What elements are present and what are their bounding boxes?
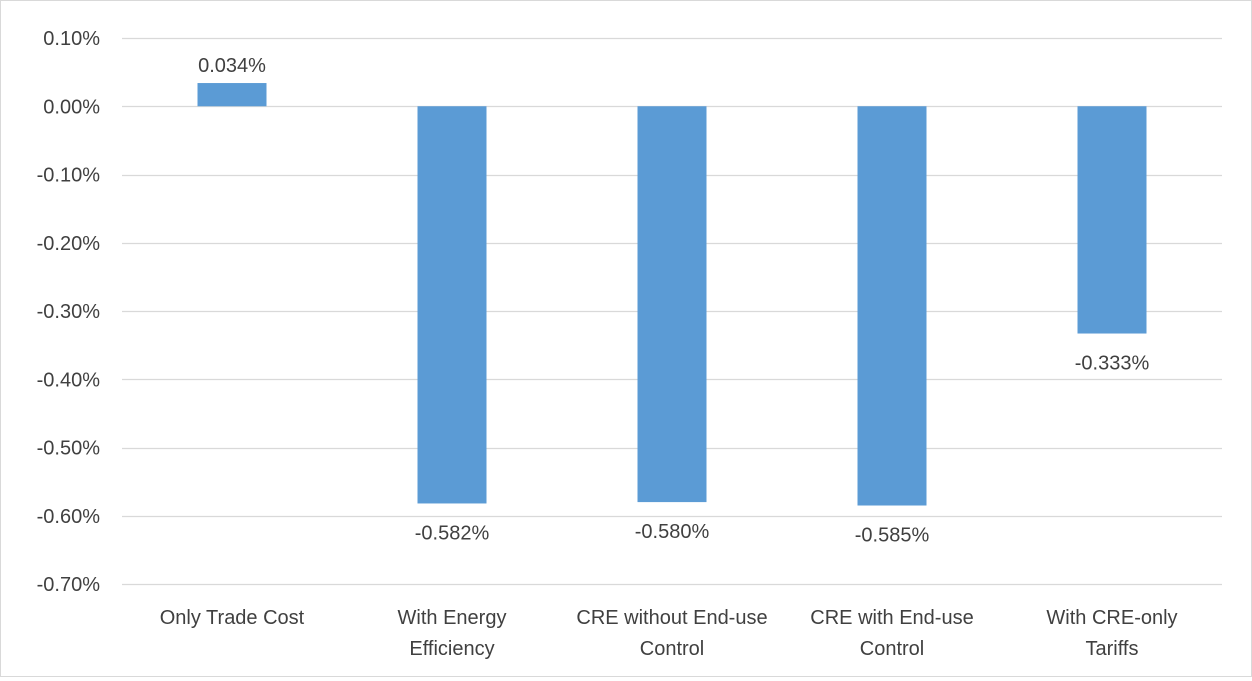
data-label: -0.333%: [1075, 353, 1150, 375]
x-category-label: Control: [640, 638, 704, 660]
x-category-label: Only Trade Cost: [160, 607, 305, 629]
x-axis-category-labels: Only Trade Cost With Energy Efficiency CRE …: [160, 607, 1178, 660]
data-label: -0.585%: [855, 525, 930, 547]
bar: [417, 106, 487, 504]
data-label: -0.582%: [415, 522, 490, 544]
bar: [197, 83, 267, 107]
y-axis-tick-labels: 0.10% 0.00% -0.10% -0.20% -0.30% -0.40% -0.50%…: [37, 28, 101, 596]
y-tick-label: -0.10%: [37, 165, 101, 187]
x-category-label: Efficiency: [409, 638, 494, 660]
y-tick-label: 0.10%: [43, 28, 100, 50]
y-tick-label: -0.60%: [37, 506, 101, 528]
data-label: -0.580%: [635, 521, 710, 543]
data-label: 0.034%: [198, 55, 266, 77]
y-tick-label: -0.30%: [37, 301, 101, 323]
bar: [1077, 106, 1147, 334]
bars: [197, 83, 1147, 506]
bar: [637, 106, 707, 503]
x-category-label: Tariffs: [1086, 638, 1139, 660]
x-category-label: With Energy: [398, 607, 507, 629]
data-labels: 0.034% -0.582% -0.580% -0.585% -0.333%: [198, 55, 1149, 546]
y-tick-label: -0.50%: [37, 438, 101, 460]
y-tick-label: -0.40%: [37, 369, 101, 391]
y-tick-label: -0.70%: [37, 574, 101, 596]
x-category-label: With CRE-only: [1046, 607, 1177, 629]
y-tick-label: 0.00%: [43, 96, 100, 118]
x-category-label: CRE without End-use: [576, 607, 767, 629]
x-category-label: Control: [860, 638, 924, 660]
x-category-label: CRE with End-use: [810, 607, 973, 629]
bar: [857, 106, 927, 506]
y-tick-label: -0.20%: [37, 233, 101, 255]
